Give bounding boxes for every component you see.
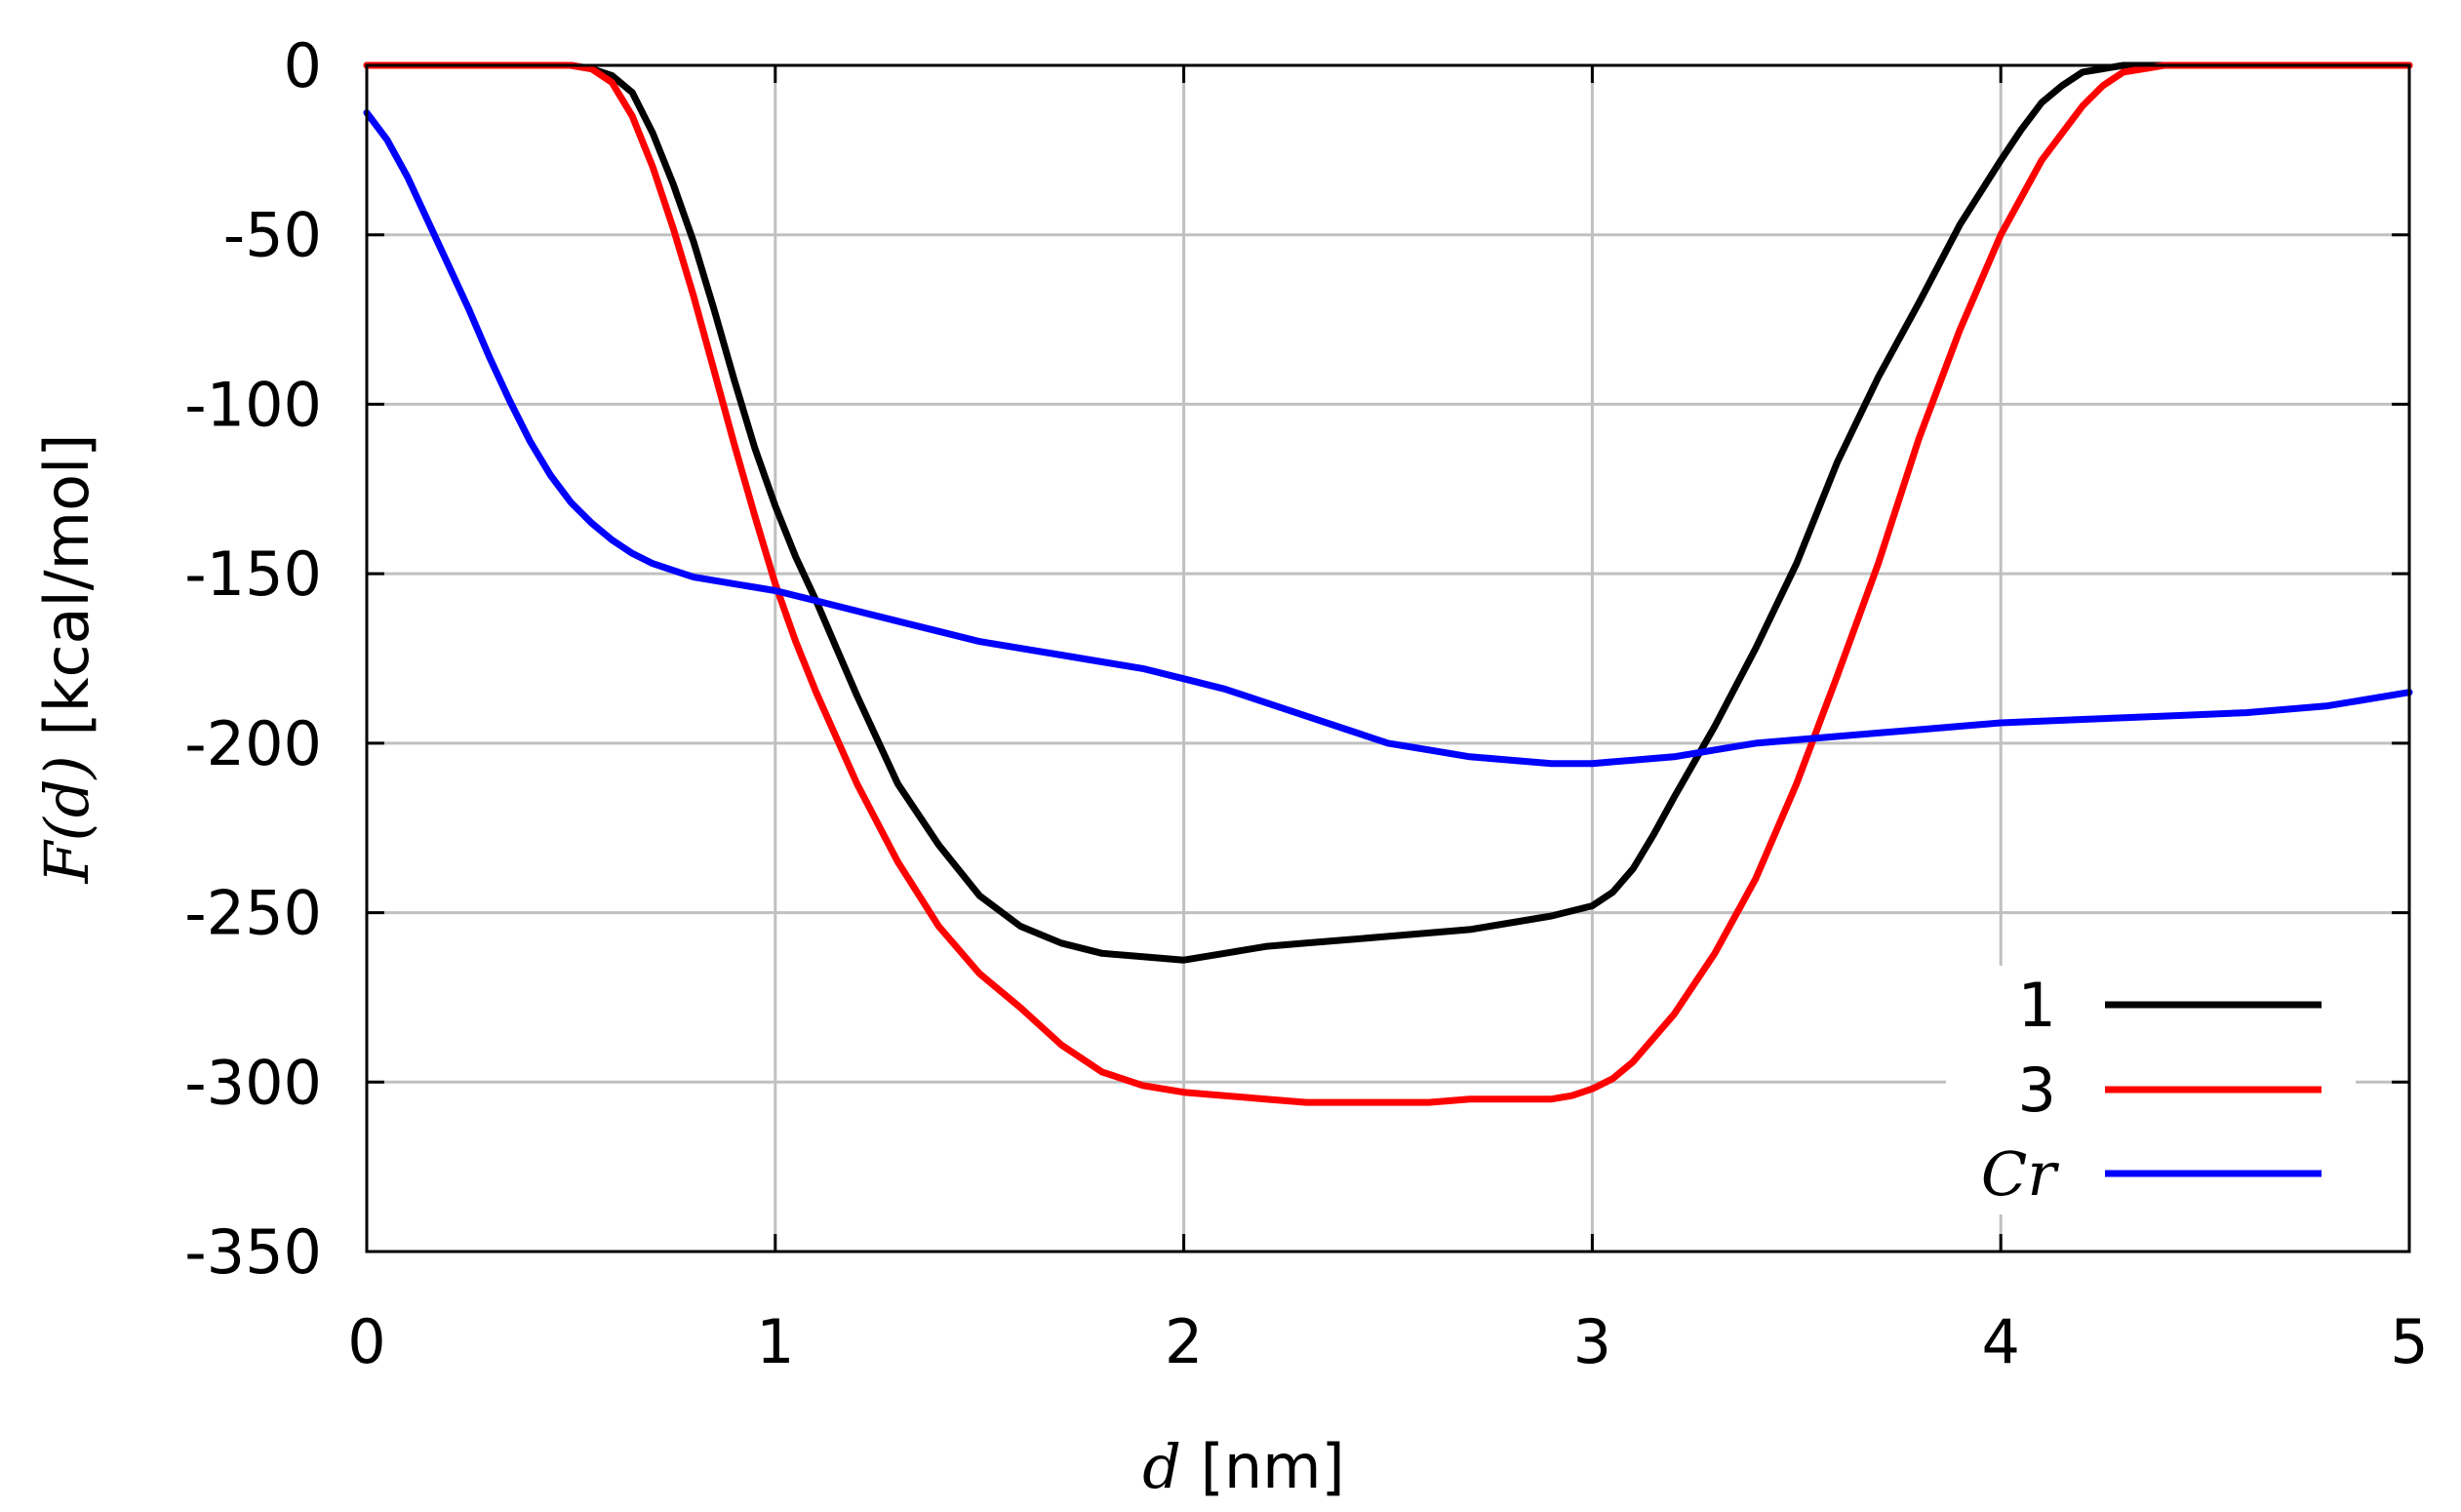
y-tick-label: -250 <box>184 878 322 949</box>
legend-label-3: Cr <box>1981 1138 2059 1210</box>
y-tick-label: -200 <box>184 708 322 779</box>
x-tick-label: 4 <box>1981 1306 2019 1377</box>
x-tick-label: 0 <box>347 1306 385 1377</box>
x-tick-labels: 0 1 2 3 4 5 <box>347 1306 2428 1377</box>
axis-ticks <box>365 63 2411 1253</box>
y-tick-label: 0 <box>284 30 322 101</box>
legend: 1 3 Cr <box>1981 970 2322 1210</box>
series-line-1 <box>363 61 2413 964</box>
x-axis-variable: d <box>1142 1431 1181 1502</box>
y-tick-label: -300 <box>184 1047 322 1118</box>
x-axis-unit: [nm] <box>1181 1431 1345 1502</box>
plot-frame <box>365 63 2411 1253</box>
x-tick-label: 5 <box>2390 1306 2428 1377</box>
series-line-3 <box>363 109 2413 768</box>
series-line-2 <box>363 61 2413 1106</box>
x-axis-title: d [nm] <box>1142 1431 1344 1502</box>
y-tick-label: -50 <box>223 200 322 271</box>
series-lines <box>363 61 2413 1106</box>
y-tick-label: -350 <box>184 1216 322 1288</box>
y-tick-label: -100 <box>184 369 322 440</box>
y-tick-label: -150 <box>184 538 322 610</box>
legend-label-1: 1 <box>2018 970 2056 1041</box>
y-axis-function: F(d) <box>31 755 102 884</box>
x-tick-label: 1 <box>756 1306 794 1377</box>
x-tick-label: 3 <box>1573 1306 1611 1377</box>
legend-label-2: 3 <box>2018 1054 2056 1126</box>
y-axis-title: F(d) [kcal/mol] <box>31 434 102 885</box>
x-tick-label: 2 <box>1165 1306 1203 1377</box>
y-tick-labels: 0 -50 -100 -150 -200 -250 -300 -350 <box>184 30 322 1288</box>
y-axis-unit: [kcal/mol] <box>31 434 102 756</box>
